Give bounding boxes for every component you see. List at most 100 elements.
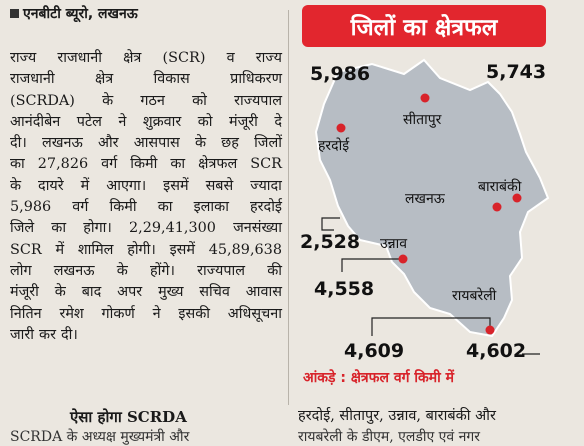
article-word: शामिल: [77, 241, 114, 258]
article-line: के दायरे में आएगा। इसमें सबसे ज्यादा: [10, 176, 282, 197]
column-divider: [288, 10, 289, 405]
article-line: (SCRDA) के गठन को राज्यपाल: [10, 91, 282, 112]
article-word: को: [197, 113, 213, 130]
section-subhead: ऐसा होगा SCRDA: [70, 408, 187, 426]
article-word: दे: [274, 113, 282, 130]
article-word: नितिन: [10, 305, 42, 322]
article-word: अधिसूचना: [227, 305, 282, 322]
byline-text: एनबीटी ब्यूरो, लखनऊ: [23, 6, 138, 22]
article-word: वर्ग: [72, 199, 89, 216]
district-dot: [492, 202, 502, 212]
article-word: मंजूरी: [228, 113, 258, 130]
article-word: में: [80, 177, 90, 194]
article-word: मुख्य: [158, 284, 184, 301]
article-word: रमेश: [59, 305, 84, 322]
article-word: के: [102, 92, 114, 109]
article-word: को: [192, 92, 207, 109]
article-word: का: [10, 156, 25, 173]
article-word: मंजूरी: [10, 284, 39, 301]
article-word: आनंदीबेन: [10, 113, 61, 130]
article-continuation-right: हरदोई, सीतापुर, उन्नाव, बाराबंकी और: [298, 408, 496, 424]
article-word: की: [267, 262, 282, 279]
article-line: SCR में शामिल होगी। इसमें 45,89,638: [10, 240, 282, 261]
article-word: किमी: [130, 156, 158, 173]
article-line: 5,986 वर्ग किमी का इलाका हरदोई: [10, 197, 282, 218]
leader-line: [371, 317, 491, 336]
article-word: क्षेत्रफल: [198, 156, 238, 173]
district-name: लखनऊ: [405, 191, 446, 207]
article-word: गठन: [140, 92, 165, 109]
article-word: के: [54, 284, 66, 301]
article-word: ज्यादा: [250, 177, 282, 194]
article-word: सचिव: [199, 284, 230, 301]
article-line: का 27,826 वर्ग किमी का क्षेत्रफल SCR: [10, 154, 282, 175]
article-word: ने: [118, 113, 127, 130]
article-word: छह: [221, 135, 239, 152]
article-line: आनंदीबेन पटेल ने शुक्रवार को मंजूरी दे: [10, 112, 282, 133]
article-line: राज्य राजधानी क्षेत्र (SCR) व राज्य: [10, 48, 282, 69]
article-word: होंगे।: [150, 262, 175, 279]
article-word: इलाका: [193, 199, 229, 216]
map-source-note: आंकड़े : क्षेत्रफल वर्ग किमी में: [303, 370, 454, 386]
article-word: हरदोई: [250, 199, 282, 216]
article-word: का: [51, 220, 67, 237]
article-word: और: [97, 135, 119, 152]
article-line: मंजूरी के बाद अपर मुख्य सचिव आवास: [10, 282, 282, 303]
article-word: राज्यपाल: [197, 262, 246, 279]
article-word: 2,29,41,300: [128, 220, 216, 237]
article-word: किमी: [109, 199, 137, 216]
article-word: राजधानी: [10, 71, 55, 88]
article-word: शुक्रवार: [142, 113, 182, 130]
district-name: बाराबंकी: [478, 178, 522, 195]
article-word: राज्य: [255, 50, 282, 66]
byline: एनबीटी ब्यूरो, लखनऊ: [10, 4, 138, 23]
district-area: 4,602: [466, 340, 526, 362]
leader-line: [321, 217, 340, 231]
article-line: जिले का होगा। 2,29,41,300 जनसंख्या: [10, 218, 282, 239]
article-word: लोग: [10, 262, 32, 279]
map-title: जिलों का क्षेत्रफल: [302, 5, 546, 47]
article-word: 5,986: [10, 199, 52, 216]
district-dot: [485, 325, 495, 335]
article-word: गोकर्ण: [101, 305, 135, 322]
district-name: सीतापुर: [403, 111, 442, 128]
article-line: लोग लखनऊ के होंगे। राज्यपाल की: [10, 261, 282, 282]
article-word: के: [116, 262, 128, 279]
district-name: हरदोई: [318, 137, 350, 154]
article-word: वर्ग: [101, 156, 118, 173]
article-word: राज्यपाल: [234, 92, 282, 109]
district-name: उन्नाव: [380, 236, 407, 252]
article-word: में: [55, 241, 65, 258]
article-word: इसमें: [169, 241, 195, 258]
article-word: के: [10, 177, 22, 194]
article-word: इसकी: [178, 305, 210, 322]
article-line: दी। लखनऊ और आसपास के छह जिलों: [10, 133, 282, 154]
article-word: होगा।: [83, 220, 112, 237]
district-dot: [420, 93, 430, 103]
article-word: पटेल: [76, 113, 102, 130]
leader-line: [341, 258, 403, 272]
article-word: व: [226, 50, 235, 66]
article-word: दी।: [60, 326, 78, 343]
article-word: जारी: [10, 326, 35, 343]
article-word: होगी।: [127, 241, 156, 258]
bullet-square: [10, 9, 19, 18]
district-name: रायबरेली: [452, 287, 497, 304]
district-dot: [398, 254, 408, 264]
article-word: आवास: [245, 284, 282, 301]
article-word: SCR: [250, 156, 282, 173]
article-word: दायरे: [38, 177, 64, 194]
article-word: दी।: [10, 135, 27, 152]
article-word: आसपास: [133, 135, 180, 152]
article-word: जिलों: [254, 135, 282, 152]
district-dot: [512, 193, 522, 203]
article-word: अपर: [117, 284, 143, 301]
article-word: SCR: [10, 241, 42, 258]
article-word: राजधानी: [57, 50, 102, 66]
article-word: क्षेत्र: [94, 71, 114, 88]
article-word: का: [157, 199, 173, 216]
article-line: राजधानी क्षेत्र विकास प्राधिकरण: [10, 69, 282, 90]
article-body: राज्य राजधानी क्षेत्र (SCR) व राज्य राजधानी क्ष…: [10, 48, 282, 346]
article-word: जिले: [10, 220, 35, 237]
